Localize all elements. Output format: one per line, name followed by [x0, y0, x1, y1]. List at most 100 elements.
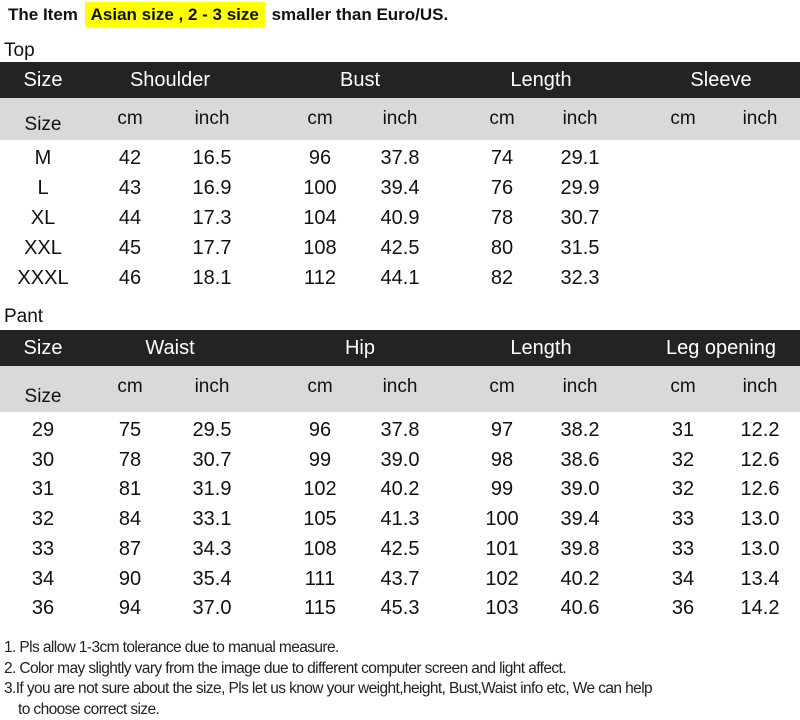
- measure-cell: 39.0: [381, 449, 420, 472]
- measure-cell: 115: [304, 597, 336, 620]
- measure-cell: 105: [303, 508, 336, 531]
- measure-cell: 39.8: [561, 538, 600, 561]
- measure-cell: 33.1: [193, 508, 232, 531]
- unit-header: inch: [195, 376, 230, 398]
- measure-cell: 17.3: [193, 207, 232, 230]
- measure-cell: 31.5: [561, 237, 600, 260]
- measure-cell: 112: [304, 267, 336, 290]
- measure-cell: 34: [672, 568, 694, 591]
- measure-cell: 40.6: [561, 597, 600, 620]
- size-cell: 33: [32, 538, 54, 561]
- unit-header: inch: [195, 108, 230, 130]
- measure-cell: 80: [491, 237, 513, 260]
- measure-cell: 102: [485, 568, 518, 591]
- column-header: Leg opening: [666, 337, 776, 360]
- measure-cell: 108: [303, 538, 336, 561]
- column-header: Length: [510, 69, 571, 92]
- size-cell: 34: [32, 568, 54, 591]
- size-cell: XL: [31, 207, 55, 230]
- column-header: Length: [510, 337, 571, 360]
- measure-cell: 39.4: [381, 177, 420, 200]
- measure-cell: 12.2: [741, 419, 780, 442]
- measure-cell: 29.9: [561, 177, 600, 200]
- measure-cell: 78: [491, 207, 513, 230]
- measure-cell: 108: [303, 237, 336, 260]
- table-row: 32 84 33.1 105 41.3 100 39.4 33 13.0: [0, 505, 800, 535]
- measure-cell: 40.9: [381, 207, 420, 230]
- measure-cell: 29.1: [561, 147, 600, 170]
- pant-section-label: Pant: [4, 306, 43, 328]
- unit-header: cm: [307, 108, 332, 130]
- measure-cell: 39.0: [561, 478, 600, 501]
- column-header: Waist: [145, 337, 194, 360]
- measure-cell: 43: [119, 177, 141, 200]
- unit-header: cm: [307, 376, 332, 398]
- measure-cell: 40.2: [561, 568, 600, 591]
- measure-cell: 39.4: [561, 508, 600, 531]
- column-header: Hip: [345, 337, 375, 360]
- column-header: Bust: [340, 69, 380, 92]
- measure-cell: 98: [491, 449, 513, 472]
- measure-cell: 16.9: [193, 177, 232, 200]
- size-cell: XXL: [24, 237, 62, 260]
- top-section-label: Top: [4, 40, 35, 62]
- measure-cell: 37.8: [381, 147, 420, 170]
- size-cell: 30: [32, 449, 54, 472]
- measure-cell: 78: [119, 449, 141, 472]
- unit-header: inch: [743, 376, 778, 398]
- measure-cell: 13.0: [741, 538, 780, 561]
- measure-cell: 45.3: [381, 597, 420, 620]
- measure-cell: 13.0: [741, 508, 780, 531]
- note-2: 2. Color may slightly vary from the imag…: [4, 659, 652, 680]
- measure-cell: 111: [305, 568, 335, 591]
- size-cell: 31: [32, 478, 54, 501]
- measure-cell: 103: [485, 597, 518, 620]
- measure-cell: 12.6: [741, 449, 780, 472]
- size-notice-title: The Item Asian size , 2 - 3 size smaller…: [8, 5, 448, 25]
- unit-header: inch: [563, 108, 598, 130]
- note-3-continued: to choose correct size.: [4, 700, 652, 720]
- unit-header: cm: [670, 376, 695, 398]
- measure-cell: 16.5: [193, 147, 232, 170]
- title-highlight: Asian size , 2 - 3 size: [85, 2, 265, 27]
- measure-cell: 34.3: [193, 538, 232, 561]
- unit-header: inch: [383, 108, 418, 130]
- unit-header: inch: [563, 376, 598, 398]
- size-cell: 32: [32, 508, 54, 531]
- title-prefix: The Item: [8, 5, 78, 24]
- measure-cell: 43.7: [381, 568, 420, 591]
- measure-cell: 33: [672, 508, 694, 531]
- measure-cell: 81: [119, 478, 141, 501]
- measure-cell: 104: [303, 207, 336, 230]
- measure-cell: 74: [491, 147, 513, 170]
- column-header: Shoulder: [130, 69, 210, 92]
- measure-cell: 76: [491, 177, 513, 200]
- title-suffix: smaller than Euro/US.: [272, 5, 449, 24]
- measure-cell: 38.2: [561, 419, 600, 442]
- measure-cell: 100: [485, 508, 518, 531]
- unit-header: cm: [489, 108, 514, 130]
- measure-cell: 12.6: [741, 478, 780, 501]
- size-cell: M: [35, 147, 52, 170]
- note-1: 1. Pls allow 1-3cm tolerance due to manu…: [4, 638, 652, 659]
- unit-header: cm: [117, 376, 142, 398]
- measure-cell: 101: [485, 538, 518, 561]
- measure-cell: 31.9: [193, 478, 232, 501]
- measure-cell: 84: [119, 508, 141, 531]
- measure-cell: 90: [119, 568, 141, 591]
- measure-cell: 14.2: [741, 597, 780, 620]
- measure-cell: 32: [672, 449, 694, 472]
- measure-cell: 41.3: [381, 508, 420, 531]
- measure-cell: 35.4: [193, 568, 232, 591]
- measure-cell: 44: [119, 207, 141, 230]
- measure-cell: 32.3: [561, 267, 600, 290]
- measure-cell: 97: [491, 419, 513, 442]
- size-subheader: Size: [25, 386, 62, 408]
